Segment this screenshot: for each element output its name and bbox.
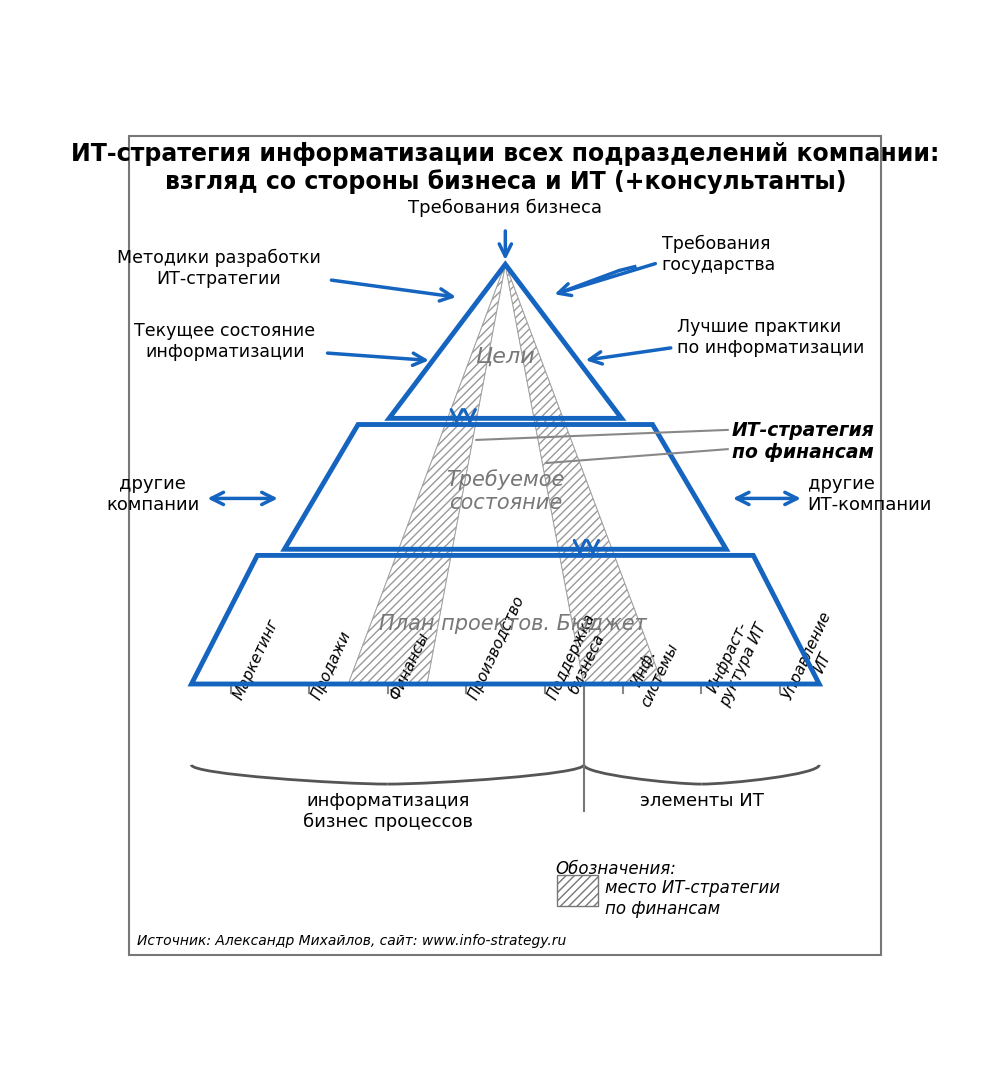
Polygon shape: [505, 265, 663, 684]
Text: ИТ-стратегия информатизации всех подразделений компании:
взгляд со стороны бизне: ИТ-стратегия информатизации всех подразд…: [71, 141, 940, 194]
Text: Требования
государства: Требования государства: [662, 234, 776, 274]
Text: элементы ИТ: элементы ИТ: [640, 792, 763, 810]
Text: План проектов. Бюджет: План проектов. Бюджет: [380, 613, 647, 634]
Text: Требования бизнеса: Требования бизнеса: [408, 199, 602, 217]
Text: Источник: Александр Михайлов, сайт: www.info-strategy.ru: Источник: Александр Михайлов, сайт: www.…: [137, 934, 566, 948]
Text: Методики разработки
ИТ-стратегии: Методики разработки ИТ-стратегии: [117, 248, 320, 287]
Text: Производство: Производство: [466, 593, 528, 702]
Text: Цели: Цели: [475, 347, 535, 367]
Text: ИТ-стратегия
по финансам: ИТ-стратегия по финансам: [732, 421, 875, 462]
Text: Обозначения:: Обозначения:: [556, 860, 676, 878]
Text: место ИТ-стратегии
по финансам: место ИТ-стратегии по финансам: [605, 879, 780, 918]
Text: Поддержка
бизнеса: Поддержка бизнеса: [544, 611, 613, 710]
Polygon shape: [557, 875, 598, 906]
Text: Требуемое
состояние: Требуемое состояние: [446, 469, 565, 513]
Text: Управление
ИТ: Управление ИТ: [780, 609, 850, 710]
Text: информатизация
бизнес процессов: информатизация бизнес процессов: [303, 792, 472, 831]
Polygon shape: [348, 265, 505, 684]
Text: Инф.
системы: Инф. системы: [623, 634, 681, 710]
Text: Маркетинг: Маркетинг: [231, 617, 281, 702]
Text: другие
ИТ-компании: другие ИТ-компании: [808, 475, 932, 514]
Text: Продажи: Продажи: [310, 629, 354, 702]
Text: Лучшие практики
по информатизации: Лучшие практики по информатизации: [677, 319, 865, 356]
Text: другие
компании: другие компании: [106, 475, 199, 514]
Text: Финансы: Финансы: [387, 630, 432, 702]
Text: Текущее состояние
информатизации: Текущее состояние информатизации: [134, 322, 316, 361]
Text: Инфраст-
руктура ИТ: Инфраст- руктура ИТ: [701, 613, 769, 710]
